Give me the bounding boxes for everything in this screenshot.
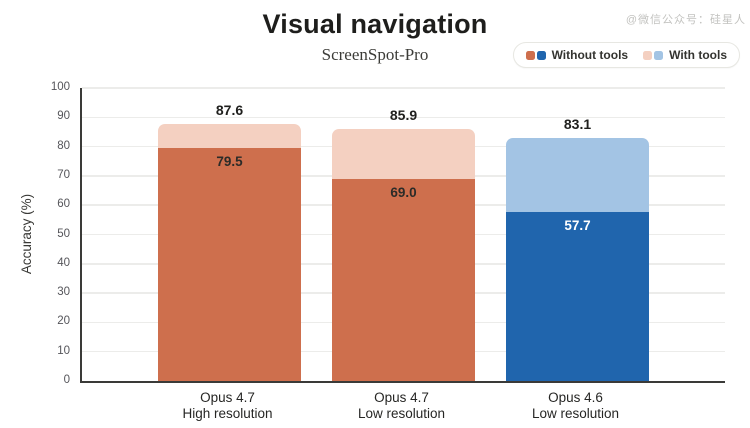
legend-swatch bbox=[536, 50, 546, 60]
legend-label: Without tools bbox=[551, 48, 629, 62]
y-tick-label: 80 bbox=[57, 139, 70, 152]
legend-item: Without tools bbox=[525, 48, 629, 62]
y-tick-label: 60 bbox=[57, 198, 70, 211]
bar-value-label-with-tools: 87.6 bbox=[215, 102, 244, 119]
x-axis-category-label: Opus 4.7 High resolution bbox=[131, 390, 324, 422]
bar-without-tools bbox=[506, 211, 649, 381]
category-resolution: Low resolution bbox=[357, 406, 446, 421]
category-resolution: High resolution bbox=[182, 406, 273, 421]
legend: Without tools With tools bbox=[512, 42, 740, 68]
watermark-text: @微信公众号：硅星人 bbox=[625, 14, 746, 26]
bar-value-label-with-tools: 85.9 bbox=[389, 107, 418, 124]
legend-swatch bbox=[525, 50, 535, 60]
legend-label: With tools bbox=[669, 48, 727, 62]
bar-value-label-without-tools: 57.7 bbox=[564, 217, 591, 233]
legend-swatch bbox=[654, 50, 664, 60]
gridline bbox=[82, 116, 725, 119]
x-axis-category-label: Opus 4.6 Low resolution bbox=[479, 390, 672, 422]
bar-value-label-with-tools: 83.1 bbox=[563, 115, 592, 132]
y-tick-label: 90 bbox=[57, 110, 70, 123]
bar-value-label-without-tools: 79.5 bbox=[216, 154, 243, 170]
y-tick-label: 70 bbox=[57, 168, 70, 181]
plot-area: 87.6 79.5 85.9 69.0 83.1 57.7 bbox=[80, 87, 725, 383]
bar-value-label-without-tools: 69.0 bbox=[390, 184, 417, 200]
y-tick-label: 20 bbox=[57, 315, 70, 328]
legend-item: With tools bbox=[643, 48, 727, 62]
y-tick-label: 30 bbox=[57, 286, 70, 299]
legend-swatch-pair bbox=[643, 50, 664, 60]
y-tick-label: 10 bbox=[57, 344, 70, 357]
category-model-name: Opus 4.6 bbox=[548, 390, 603, 405]
category-resolution: Low resolution bbox=[531, 406, 620, 421]
y-tick-label: 40 bbox=[57, 256, 70, 269]
chart-subtitle: ScreenSpot-Pro bbox=[321, 45, 429, 64]
bar-without-tools bbox=[332, 178, 475, 381]
bar-without-tools bbox=[158, 148, 301, 381]
legend-swatch-pair bbox=[525, 50, 546, 60]
y-tick-label: 0 bbox=[63, 374, 70, 386]
category-model-name: Opus 4.7 bbox=[200, 390, 255, 405]
y-tick-label: 100 bbox=[50, 81, 70, 93]
x-axis-category-label: Opus 4.7 Low resolution bbox=[305, 390, 498, 422]
category-model-name: Opus 4.7 bbox=[374, 390, 429, 405]
legend-swatch bbox=[643, 50, 653, 60]
chart-title: Visual navigation bbox=[262, 9, 488, 39]
gridline bbox=[82, 87, 725, 89]
y-tick-label: 50 bbox=[57, 227, 70, 240]
